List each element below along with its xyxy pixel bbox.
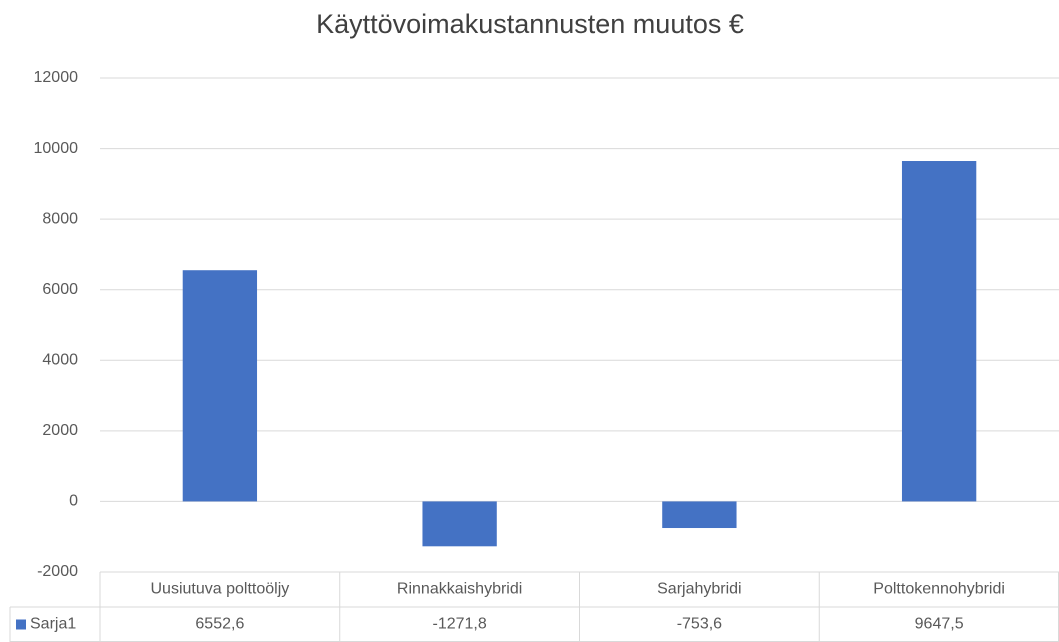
y-tick-label: 12000: [34, 69, 79, 86]
y-tick-label: 6000: [42, 281, 78, 298]
legend-label: Sarja1: [30, 616, 76, 633]
legend-key: [16, 619, 26, 630]
x-tick-label: Rinnakkaishybridi: [397, 581, 522, 598]
y-tick-label: 10000: [34, 140, 79, 157]
table-value: 6552,6: [195, 616, 244, 633]
table-value: -1271,8: [432, 616, 486, 633]
y-tick-label: 2000: [42, 422, 78, 439]
table-value: -753,6: [677, 616, 722, 633]
bar: [901, 161, 977, 502]
bar: [662, 501, 737, 529]
y-tick-label: 8000: [42, 210, 78, 227]
chart-title: Käyttövoimakustannusten muutos €: [316, 9, 744, 39]
y-tick-label: -2000: [37, 563, 78, 580]
bar: [422, 501, 497, 547]
x-tick-label: Uusiutuva polttoöljy: [151, 581, 290, 598]
table-value: 9647,5: [915, 616, 964, 633]
y-tick-label: 0: [69, 493, 78, 510]
bar: [182, 270, 258, 502]
x-tick-label: Polttokennohybridi: [873, 581, 1005, 598]
x-tick-label: Sarjahybridi: [657, 581, 741, 598]
y-tick-label: 4000: [42, 352, 78, 369]
